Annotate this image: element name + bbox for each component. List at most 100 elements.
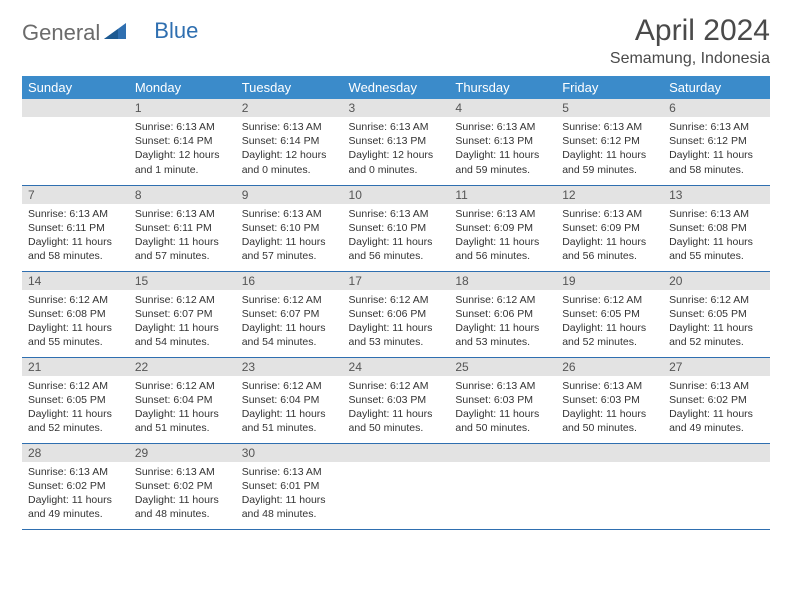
day-line: Sunset: 6:11 PM (135, 221, 230, 235)
day-line: Sunrise: 6:12 AM (562, 293, 657, 307)
day-line: Sunset: 6:08 PM (669, 221, 764, 235)
day-line: Daylight: 11 hours (455, 235, 550, 249)
month-title: April 2024 (610, 14, 770, 48)
day-line: Sunrise: 6:12 AM (349, 379, 444, 393)
day-line: Daylight: 11 hours (562, 321, 657, 335)
day-line: Sunset: 6:14 PM (135, 134, 230, 148)
day-line: Sunrise: 6:12 AM (242, 293, 337, 307)
weekday-header: Friday (556, 76, 663, 99)
day-line: Daylight: 11 hours (562, 407, 657, 421)
day-body: Sunrise: 6:13 AMSunset: 6:14 PMDaylight:… (129, 117, 236, 183)
day-number: 2 (236, 99, 343, 117)
day-body: Sunrise: 6:13 AMSunset: 6:12 PMDaylight:… (663, 117, 770, 183)
day-body: Sunrise: 6:12 AMSunset: 6:06 PMDaylight:… (449, 290, 556, 356)
calendar-week-row: 28Sunrise: 6:13 AMSunset: 6:02 PMDayligh… (22, 443, 770, 529)
day-line: Daylight: 11 hours (242, 493, 337, 507)
day-line: Daylight: 11 hours (28, 321, 123, 335)
day-number: 1 (129, 99, 236, 117)
day-line: Sunrise: 6:13 AM (135, 120, 230, 134)
day-line: Daylight: 11 hours (669, 321, 764, 335)
day-line: and 52 minutes. (669, 335, 764, 349)
day-number (556, 444, 663, 462)
day-line: Sunrise: 6:13 AM (349, 120, 444, 134)
day-number (663, 444, 770, 462)
day-line: Sunset: 6:07 PM (242, 307, 337, 321)
day-line: and 53 minutes. (455, 335, 550, 349)
day-line: Sunset: 6:02 PM (135, 479, 230, 493)
calendar-week-row: 14Sunrise: 6:12 AMSunset: 6:08 PMDayligh… (22, 271, 770, 357)
day-line: Sunrise: 6:12 AM (135, 379, 230, 393)
day-line: and 58 minutes. (669, 163, 764, 177)
day-line: Daylight: 12 hours (135, 148, 230, 162)
day-line: Daylight: 11 hours (135, 493, 230, 507)
weekday-header: Saturday (663, 76, 770, 99)
day-line: and 59 minutes. (455, 163, 550, 177)
day-line: and 56 minutes. (349, 249, 444, 263)
day-line: Sunrise: 6:13 AM (135, 465, 230, 479)
day-body: Sunrise: 6:13 AMSunset: 6:11 PMDaylight:… (129, 204, 236, 270)
day-body: Sunrise: 6:13 AMSunset: 6:02 PMDaylight:… (129, 462, 236, 528)
day-number: 6 (663, 99, 770, 117)
day-body: Sunrise: 6:13 AMSunset: 6:10 PMDaylight:… (236, 204, 343, 270)
day-line: and 52 minutes. (28, 421, 123, 435)
day-line: and 51 minutes. (242, 421, 337, 435)
day-line: and 0 minutes. (242, 163, 337, 177)
day-line: Sunrise: 6:13 AM (242, 120, 337, 134)
day-line: Daylight: 11 hours (242, 321, 337, 335)
calendar-page: General Blue April 2024 Semamung, Indone… (0, 0, 792, 530)
header: General Blue April 2024 Semamung, Indone… (22, 14, 770, 68)
day-body: Sunrise: 6:12 AMSunset: 6:07 PMDaylight:… (129, 290, 236, 356)
day-line: Daylight: 11 hours (562, 235, 657, 249)
title-block: April 2024 Semamung, Indonesia (610, 14, 770, 68)
calendar-cell: 6Sunrise: 6:13 AMSunset: 6:12 PMDaylight… (663, 99, 770, 185)
day-line: and 51 minutes. (135, 421, 230, 435)
day-line: Sunset: 6:05 PM (562, 307, 657, 321)
brand-logo: General Blue (22, 14, 198, 46)
day-line: Sunrise: 6:13 AM (669, 379, 764, 393)
calendar-cell: 17Sunrise: 6:12 AMSunset: 6:06 PMDayligh… (343, 271, 450, 357)
day-number: 3 (343, 99, 450, 117)
day-number (449, 444, 556, 462)
calendar-head: Sunday Monday Tuesday Wednesday Thursday… (22, 76, 770, 99)
day-line: and 57 minutes. (242, 249, 337, 263)
logo-triangle-icon (104, 23, 126, 44)
day-number: 16 (236, 272, 343, 290)
day-number: 28 (22, 444, 129, 462)
day-line: Sunrise: 6:13 AM (562, 207, 657, 221)
calendar-cell: 30Sunrise: 6:13 AMSunset: 6:01 PMDayligh… (236, 443, 343, 529)
weekday-header: Sunday (22, 76, 129, 99)
calendar-cell (663, 443, 770, 529)
day-line: and 1 minute. (135, 163, 230, 177)
day-body: Sunrise: 6:13 AMSunset: 6:12 PMDaylight:… (556, 117, 663, 183)
day-line: Sunset: 6:09 PM (562, 221, 657, 235)
day-line: and 49 minutes. (28, 507, 123, 521)
day-number: 29 (129, 444, 236, 462)
day-body: Sunrise: 6:12 AMSunset: 6:08 PMDaylight:… (22, 290, 129, 356)
day-line: Sunrise: 6:12 AM (669, 293, 764, 307)
day-body: Sunrise: 6:13 AMSunset: 6:13 PMDaylight:… (343, 117, 450, 183)
day-line: Sunset: 6:06 PM (349, 307, 444, 321)
day-number: 8 (129, 186, 236, 204)
day-line: Sunrise: 6:12 AM (28, 379, 123, 393)
day-number: 30 (236, 444, 343, 462)
day-line: Daylight: 11 hours (242, 407, 337, 421)
day-body (22, 117, 129, 179)
day-line: Daylight: 11 hours (242, 235, 337, 249)
day-line: Daylight: 11 hours (669, 407, 764, 421)
day-line: Daylight: 11 hours (135, 235, 230, 249)
day-body (556, 462, 663, 524)
day-body: Sunrise: 6:13 AMSunset: 6:02 PMDaylight:… (22, 462, 129, 528)
day-line: Daylight: 11 hours (669, 148, 764, 162)
day-body: Sunrise: 6:12 AMSunset: 6:05 PMDaylight:… (556, 290, 663, 356)
day-line: and 58 minutes. (28, 249, 123, 263)
day-line: Daylight: 11 hours (455, 148, 550, 162)
day-number: 18 (449, 272, 556, 290)
calendar-cell: 20Sunrise: 6:12 AMSunset: 6:05 PMDayligh… (663, 271, 770, 357)
day-body: Sunrise: 6:13 AMSunset: 6:11 PMDaylight:… (22, 204, 129, 270)
day-line: Daylight: 11 hours (349, 235, 444, 249)
day-number: 26 (556, 358, 663, 376)
day-number: 4 (449, 99, 556, 117)
day-line: and 54 minutes. (135, 335, 230, 349)
weekday-header: Thursday (449, 76, 556, 99)
day-number: 17 (343, 272, 450, 290)
